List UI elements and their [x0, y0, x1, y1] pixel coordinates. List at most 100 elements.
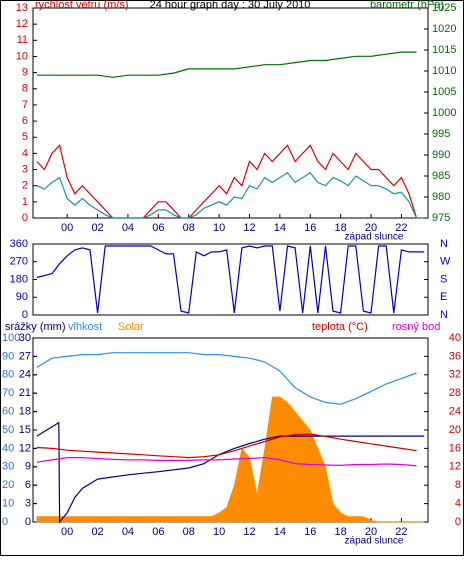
y-tick-label: 1025	[432, 2, 456, 14]
line	[36, 421, 425, 524]
y-tick-label: 28	[449, 387, 461, 399]
y-tick-label: 8	[22, 83, 28, 95]
y-tick-label: 10	[2, 498, 14, 510]
y-tick-label: 12	[449, 461, 461, 473]
y-tick-label: 0	[22, 212, 28, 224]
x-tick-label: 04	[122, 222, 134, 234]
legend-entry: srážky (mm)	[5, 321, 66, 333]
y-tick-label: 1	[22, 196, 28, 208]
line	[36, 51, 417, 78]
y-tick-label: 30	[2, 461, 14, 473]
legend-entry: rosný bod	[392, 321, 440, 333]
line	[36, 144, 425, 219]
y-tick-label: 360	[10, 238, 28, 250]
y-tick-label: E	[440, 291, 447, 303]
y-tick-label: 40	[449, 332, 461, 344]
y-tick-label: 8	[455, 479, 461, 491]
x-tick-label: 12	[243, 526, 255, 538]
line	[36, 352, 417, 405]
y-tick-label: 1010	[432, 65, 456, 77]
y-axis-label: rychlost vetru (m/s)	[35, 0, 129, 11]
y-tick-label: 2	[22, 180, 28, 192]
x-tick-label: 18	[335, 222, 347, 234]
x-tick-label: 10	[213, 526, 225, 538]
y-tick-label: 6	[25, 479, 31, 491]
x-tick-label: 12	[243, 222, 255, 234]
plot-frame	[32, 337, 429, 523]
y-tick-label: 1020	[432, 23, 456, 35]
y-tick-label: 80	[2, 369, 14, 381]
x-tick-label: 16	[304, 526, 316, 538]
y-tick-label: 21	[19, 387, 31, 399]
x-tick-label: 20	[365, 222, 377, 234]
y-tick-label: 30	[19, 332, 31, 344]
y-tick-label: 36	[449, 350, 461, 362]
y-tick-label: 990	[432, 149, 450, 161]
y-tick-label: 7	[22, 99, 28, 111]
y-tick-label: 9	[22, 67, 28, 79]
y-tick-label: 90	[16, 291, 28, 303]
y-tick-label: 24	[19, 369, 31, 381]
y-tick-label: 975	[432, 212, 450, 224]
x-tick-label: 00	[61, 526, 73, 538]
y-tick-label: W	[440, 256, 451, 268]
y-tick-label: 18	[19, 406, 31, 418]
y-tick-label: 1015	[432, 44, 456, 56]
legend-entry: vlhkost	[68, 321, 102, 333]
plot-frame	[32, 7, 429, 219]
line	[36, 456, 417, 467]
y-tick-label: N	[440, 309, 448, 321]
line	[36, 172, 425, 219]
y-tick-label: 40	[2, 442, 14, 454]
y-tick-label: 0	[2, 516, 8, 528]
x-tick-label: 08	[183, 526, 195, 538]
x-tick-label: 10	[213, 222, 225, 234]
annotation: západ slunce	[345, 232, 404, 243]
x-tick-label: 22	[395, 222, 407, 234]
legend-entry: Solar	[118, 321, 144, 333]
y-tick-label: 13	[16, 2, 28, 14]
y-tick-label: 0	[455, 516, 461, 528]
x-tick-label: 20	[365, 526, 377, 538]
x-tick-label: 18	[335, 526, 347, 538]
x-tick-label: 02	[91, 222, 103, 234]
y-tick-label: 27	[19, 350, 31, 362]
y-tick-label: S	[440, 273, 447, 285]
line	[36, 433, 417, 459]
x-tick-label: 22	[395, 526, 407, 538]
annotation: západ slunce	[345, 536, 404, 547]
y-tick-label: 32	[449, 369, 461, 381]
x-tick-label: 16	[304, 222, 316, 234]
y-tick-label: 100	[2, 332, 20, 344]
y-tick-label: 0	[22, 309, 28, 321]
y-tick-label: 90	[2, 350, 14, 362]
y2-axis-label: barometr (hPa)	[370, 0, 444, 11]
y-tick-label: 5	[22, 131, 28, 143]
y-tick-label: 1000	[432, 107, 456, 119]
x-tick-label: 02	[91, 526, 103, 538]
x-tick-label: 14	[274, 526, 286, 538]
y-tick-label: 180	[10, 273, 28, 285]
y-tick-label: 11	[17, 34, 28, 46]
y-tick-label: 6	[22, 115, 28, 127]
y-tick-label: 980	[432, 191, 450, 203]
y-tick-label: 12	[19, 442, 31, 454]
y-tick-label: 15	[19, 424, 31, 436]
y-tick-label: 24	[449, 406, 461, 418]
x-tick-label: 14	[274, 222, 286, 234]
y-tick-label: 995	[432, 128, 450, 140]
y-tick-label: 50	[2, 424, 14, 436]
x-tick-label: 06	[152, 222, 164, 234]
chart-title: 24 hour graph day : 30 July 2010	[150, 0, 311, 11]
y-tick-label: 1005	[432, 86, 456, 98]
y-tick-label: 20	[449, 424, 461, 436]
y-tick-label: 60	[2, 406, 14, 418]
area	[36, 396, 425, 523]
y-tick-label: 0	[25, 516, 31, 528]
y-tick-label: 3	[25, 498, 31, 510]
y-tick-label: 4	[22, 147, 28, 159]
line	[36, 245, 425, 314]
x-tick-label: 08	[183, 222, 195, 234]
